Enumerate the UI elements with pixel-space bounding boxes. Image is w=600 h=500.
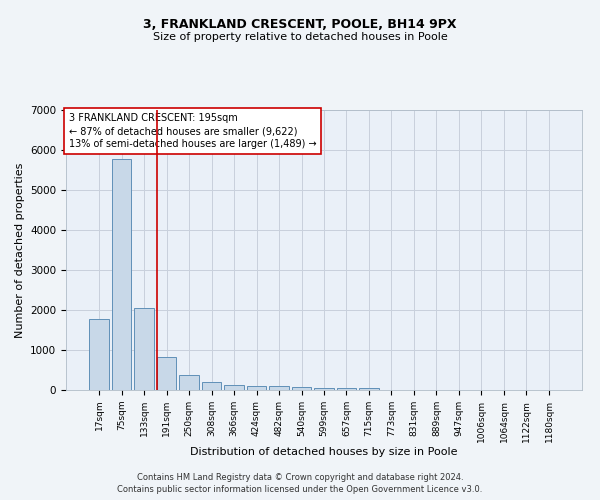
Text: Size of property relative to detached houses in Poole: Size of property relative to detached ho… <box>152 32 448 42</box>
Bar <box>157 357 176 390</box>
Text: 3, FRANKLAND CRESCENT, POOLE, BH14 9PX: 3, FRANKLAND CRESCENT, POOLE, BH14 9PX <box>143 18 457 30</box>
Bar <box>112 159 131 390</box>
Bar <box>134 308 154 390</box>
Bar <box>202 382 221 390</box>
Bar <box>292 387 311 390</box>
Bar <box>89 319 109 390</box>
Bar <box>179 375 199 390</box>
Text: 3 FRANKLAND CRESCENT: 195sqm
← 87% of detached houses are smaller (9,622)
13% of: 3 FRANKLAND CRESCENT: 195sqm ← 87% of de… <box>68 113 316 149</box>
Bar <box>224 385 244 390</box>
X-axis label: Distribution of detached houses by size in Poole: Distribution of detached houses by size … <box>190 448 458 458</box>
Y-axis label: Number of detached properties: Number of detached properties <box>14 162 25 338</box>
Bar <box>359 388 379 390</box>
Bar <box>314 388 334 390</box>
Text: Contains public sector information licensed under the Open Government Licence v3: Contains public sector information licen… <box>118 485 482 494</box>
Text: Contains HM Land Registry data © Crown copyright and database right 2024.: Contains HM Land Registry data © Crown c… <box>137 472 463 482</box>
Bar <box>247 386 266 390</box>
Bar <box>269 386 289 390</box>
Bar <box>337 388 356 390</box>
